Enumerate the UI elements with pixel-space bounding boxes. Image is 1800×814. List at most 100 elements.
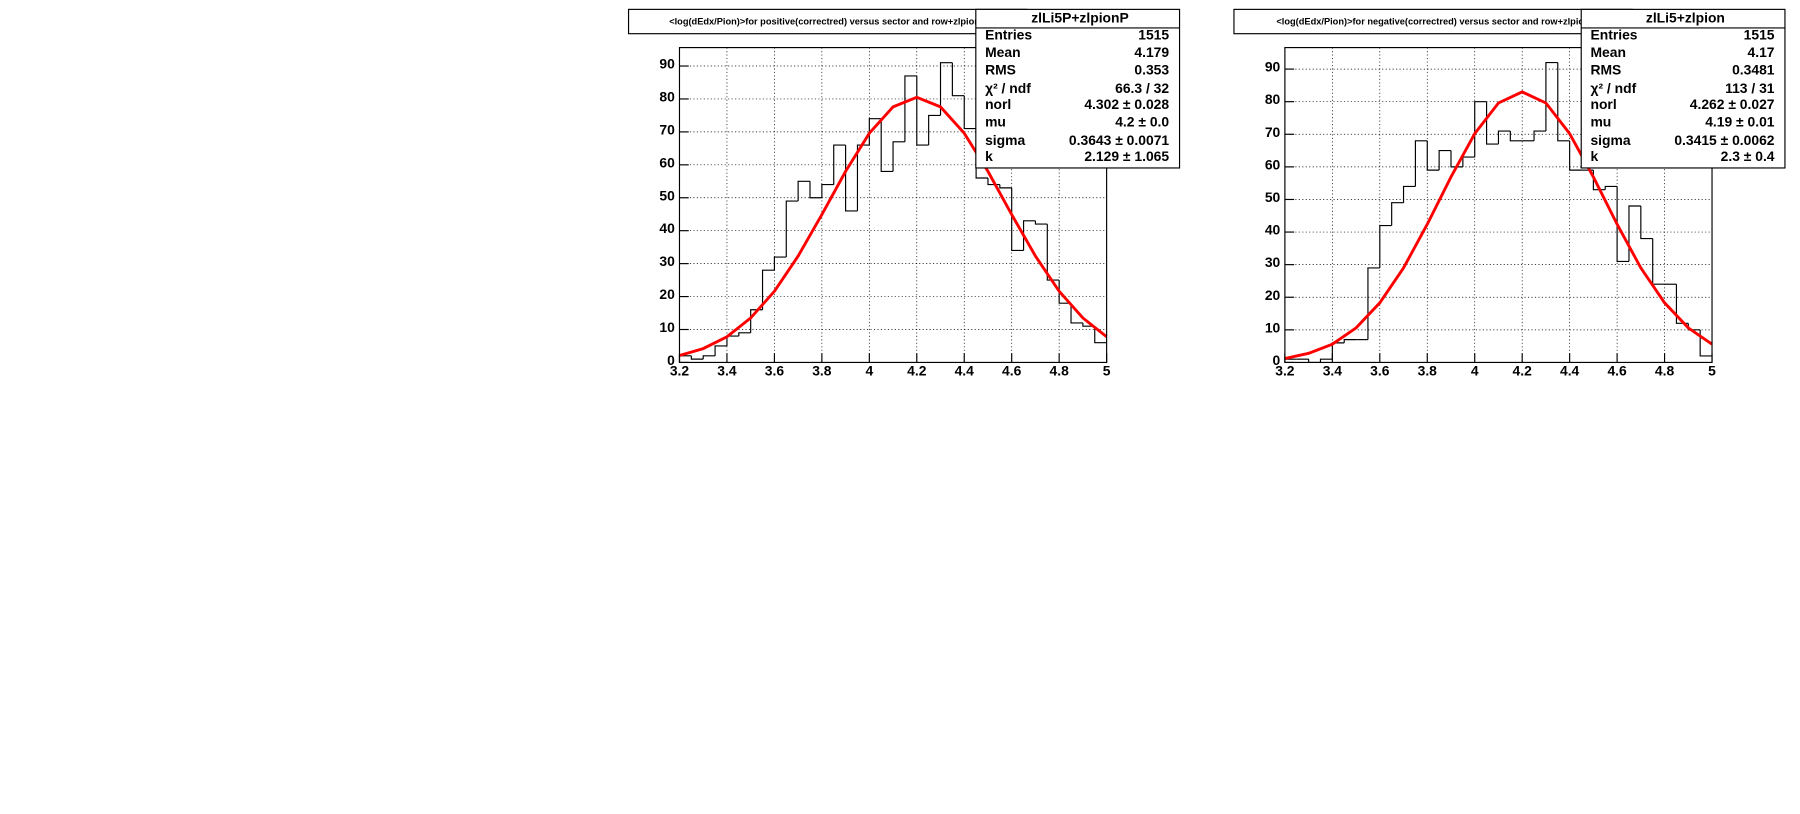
x-tick-label: 3.8 <box>812 362 832 378</box>
stats-value: 4.2 ± 0.0 <box>1115 113 1169 129</box>
x-tick-label: 4.4 <box>955 362 975 378</box>
stats-value: 2.3 ± 0.4 <box>1721 148 1775 164</box>
histogram-bin <box>1379 224 1392 268</box>
stats-label: norl <box>985 96 1011 112</box>
stats-value: 4.179 <box>1134 44 1169 60</box>
histogram-bin <box>738 332 751 337</box>
stats-value: 0.3415 ± 0.0062 <box>1674 132 1774 148</box>
histogram-bin <box>1391 202 1404 226</box>
histogram-bin <box>1509 131 1523 142</box>
x-tick-label: 4 <box>1471 362 1479 378</box>
y-tick-label: 80 <box>1265 91 1281 107</box>
x-tick-label: 4.6 <box>1002 362 1022 378</box>
histogram-bin <box>833 144 846 185</box>
x-tick-label: 5 <box>1708 362 1716 378</box>
x-tick-label: 3.4 <box>717 362 737 378</box>
histogram-bin <box>1034 220 1048 225</box>
histogram-bin <box>1058 280 1072 304</box>
stats-value: 113 / 31 <box>1725 80 1775 96</box>
histogram-bin <box>1474 101 1487 158</box>
stats-value: 1515 <box>1744 27 1775 43</box>
histogram-bin <box>1569 140 1582 171</box>
stats-value: 4.19 ± 0.01 <box>1705 113 1775 129</box>
histogram-bin <box>773 256 787 271</box>
histogram-bin <box>1414 140 1428 187</box>
histogram-bin <box>963 95 977 130</box>
x-tick-label: 3.8 <box>1418 362 1438 378</box>
histogram-bin <box>1022 220 1036 251</box>
x-tick-label: 4.2 <box>1513 362 1533 378</box>
y-tick-label: 40 <box>1265 222 1281 238</box>
stats-value: 0.3481 <box>1732 61 1775 77</box>
stats-label: mu <box>985 113 1006 129</box>
stats-label: Entries <box>1590 27 1637 43</box>
histogram-bin <box>1450 150 1463 168</box>
x-tick-label: 5 <box>1103 362 1111 378</box>
histogram-bin <box>1426 140 1440 171</box>
histogram-bin <box>939 62 953 116</box>
histogram-bin <box>702 355 716 360</box>
x-tick-label: 4.2 <box>907 362 927 378</box>
stats-label: Entries <box>985 27 1032 43</box>
x-tick-label: 3.6 <box>1370 362 1390 378</box>
stats-value: 2.129 ± 1.065 <box>1084 148 1169 164</box>
y-tick-label: 20 <box>1265 287 1281 303</box>
stats-label: k <box>985 148 993 164</box>
stats-value: 0.3643 ± 0.0071 <box>1069 132 1169 148</box>
stats-label: sigma <box>1590 132 1630 148</box>
x-tick-label: 4.8 <box>1050 362 1070 378</box>
y-tick-label: 30 <box>1265 254 1281 270</box>
y-tick-label: 50 <box>1265 189 1281 205</box>
stats-name: zlLi5P+zlpionP <box>1031 9 1129 25</box>
histogram-bin <box>1533 130 1546 141</box>
histogram-bin <box>904 75 917 142</box>
histogram-bin <box>1497 130 1511 145</box>
histogram-bin <box>880 118 894 172</box>
title-box <box>1233 8 1633 35</box>
histogram-bin <box>1070 303 1083 324</box>
histogram-bin <box>845 145 858 212</box>
histogram-bin <box>1687 323 1701 331</box>
histogram-bin <box>1628 205 1641 262</box>
stats-value: 1515 <box>1138 27 1169 43</box>
fit-curve <box>1284 90 1713 360</box>
histogram-bin <box>714 345 727 356</box>
x-tick-label: 4.4 <box>1560 362 1580 378</box>
x-tick-label: 3.6 <box>765 362 785 378</box>
stats-value: 4.302 ± 0.028 <box>1084 96 1169 112</box>
stats-label: RMS <box>1590 61 1621 77</box>
stats-value: 66.3 / 32 <box>1115 80 1169 96</box>
histogram-bin <box>1402 185 1416 203</box>
histogram-bin <box>1094 326 1107 344</box>
histogram-bin <box>951 62 965 97</box>
stats-label: χ² / ndf <box>1590 80 1636 96</box>
chart-title: <log(dEdx/Pion)>for negative(correctred)… <box>1276 17 1590 27</box>
stats-box <box>975 8 1181 169</box>
histogram-bin <box>916 75 929 146</box>
histogram-bin <box>928 114 941 146</box>
stats-name: zlLi5+zlpion <box>1646 9 1725 25</box>
histogram-bin <box>809 181 822 199</box>
histogram-bin <box>1604 185 1618 190</box>
stats-label: k <box>1590 148 1598 164</box>
y-tick-label: 60 <box>659 154 675 170</box>
histogram-bin <box>999 184 1012 189</box>
y-tick-label: 70 <box>659 121 675 137</box>
histogram-bin <box>892 141 905 172</box>
y-tick-label: 30 <box>659 253 675 269</box>
stats-label: Mean <box>985 44 1020 60</box>
histogram-bin <box>1011 187 1024 252</box>
histogram-bin <box>1082 322 1095 327</box>
histogram-bin <box>1652 238 1665 285</box>
histogram-bin <box>856 144 870 211</box>
y-tick-label: 70 <box>1265 124 1281 140</box>
histogram-bin <box>1343 339 1357 343</box>
histogram-bin <box>1616 186 1629 262</box>
histogram-bin <box>1331 342 1345 360</box>
x-tick-label: 3.2 <box>670 362 690 378</box>
fit-curve <box>679 95 1108 357</box>
y-tick-label: 0 <box>1273 352 1281 368</box>
histogram-bin <box>797 180 810 202</box>
